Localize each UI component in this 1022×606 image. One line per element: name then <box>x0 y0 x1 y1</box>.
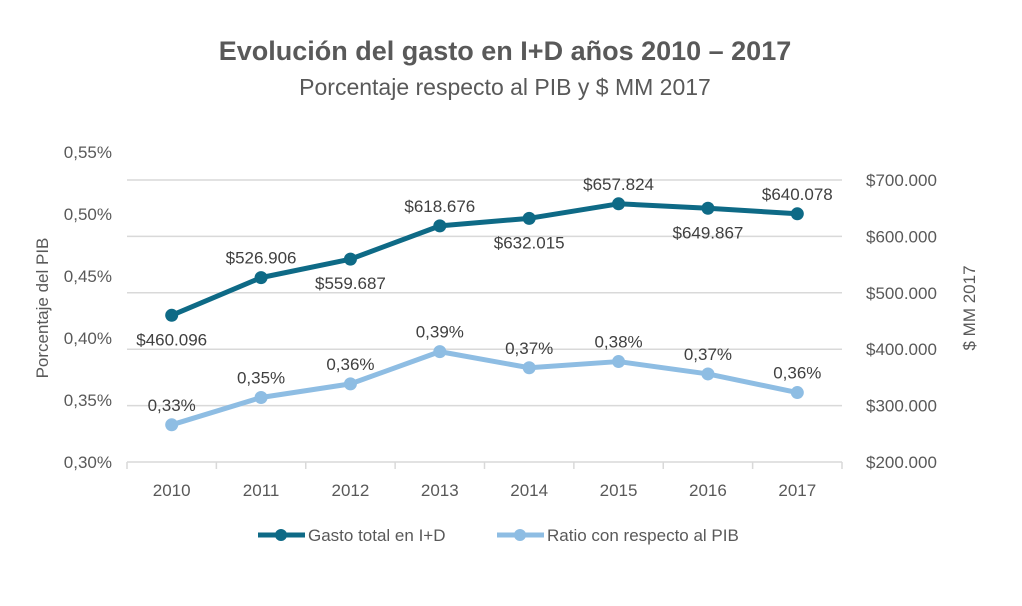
data-point <box>701 367 715 381</box>
y-left-tick-label: 0,50% <box>64 205 112 224</box>
data-label: $526.906 <box>226 249 297 268</box>
series-line-0 <box>170 201 798 318</box>
y-left-tick-label: 0,55% <box>64 143 112 162</box>
data-label: $618.676 <box>404 197 475 216</box>
data-label: 0,35% <box>237 369 285 388</box>
data-point <box>165 418 179 432</box>
y-right-tick-label: $600.000 <box>866 227 937 246</box>
x-tick-label: 2010 <box>153 481 191 500</box>
x-tick-label: 2014 <box>510 481 548 500</box>
data-point <box>433 345 447 359</box>
data-label: 0,33% <box>148 396 196 415</box>
y-left-tick-label: 0,45% <box>64 267 112 286</box>
data-label: 0,38% <box>594 333 642 352</box>
data-point <box>433 219 447 233</box>
y-axis-left: 0,30% 0,35% 0,40% 0,45% 0,50% 0,55% <box>64 143 112 472</box>
data-label: 0,37% <box>684 345 732 364</box>
data-point <box>701 201 715 215</box>
y-right-tick-label: $300.000 <box>866 397 937 416</box>
legend-label-gasto: Gasto total en I+D <box>308 526 446 545</box>
data-point <box>790 386 804 400</box>
data-point <box>612 355 626 369</box>
legend-item-ratio[interactable]: Ratio con respecto al PIB <box>497 526 739 545</box>
legend-item-gasto[interactable]: Gasto total en I+D <box>258 526 446 545</box>
data-label: 0,37% <box>505 339 553 358</box>
data-label: $632.015 <box>494 233 565 252</box>
chart-title: Evolución del gasto en I+D años 2010 – 2… <box>219 36 791 66</box>
x-tick-label: 2012 <box>332 481 370 500</box>
legend: Gasto total en I+D Ratio con respecto al… <box>258 526 739 545</box>
y-left-tick-label: 0,30% <box>64 453 112 472</box>
x-axis: 2010 2011 2012 2013 2014 2015 2016 2017 <box>126 461 843 500</box>
data-label: $460.096 <box>136 330 207 349</box>
series-group <box>165 197 804 432</box>
x-tick-label: 2013 <box>421 481 459 500</box>
y-left-tick-label: 0,35% <box>64 391 112 410</box>
y-axis-right-title: $ MM 2017 <box>960 265 979 350</box>
data-label: $640.078 <box>762 185 833 204</box>
gridlines <box>127 179 842 407</box>
data-label: $559.687 <box>315 274 386 293</box>
x-tick-label: 2017 <box>778 481 816 500</box>
data-point <box>254 391 268 405</box>
legend-swatch-marker <box>514 529 526 541</box>
data-label: $657.824 <box>583 175 654 194</box>
data-label: 0,36% <box>773 364 821 383</box>
data-label: 0,36% <box>326 355 374 374</box>
data-point <box>522 361 536 375</box>
x-tick-label: 2016 <box>689 481 727 500</box>
data-point <box>790 207 804 221</box>
x-tick-label: 2011 <box>243 481 280 500</box>
chart-subtitle: Porcentaje respecto al PIB y $ MM 2017 <box>299 74 711 100</box>
data-point <box>522 211 536 225</box>
y-right-tick-label: $200.000 <box>866 453 937 472</box>
data-point <box>343 252 357 266</box>
y-right-tick-label: $500.000 <box>866 284 937 303</box>
y-axis-right: $200.000 $300.000 $400.000 $500.000 $600.000… <box>866 171 937 472</box>
data-label: $649.867 <box>672 223 743 242</box>
x-tick-label: 2015 <box>600 481 638 500</box>
data-labels: $460.096 $526.906 $559.687 $618.676 $632.015… <box>136 175 833 415</box>
legend-label-ratio: Ratio con respecto al PIB <box>547 526 739 545</box>
data-point <box>165 308 179 322</box>
y-axis-left-title: Porcentaje del PIB <box>33 238 52 379</box>
y-right-tick-label: $400.000 <box>866 340 937 359</box>
data-point <box>343 377 357 391</box>
data-label: 0,39% <box>416 323 464 342</box>
series-line-1 <box>170 349 798 428</box>
data-point <box>254 271 268 285</box>
y-left-tick-label: 0,40% <box>64 329 112 348</box>
y-right-tick-label: $700.000 <box>866 171 937 190</box>
data-point <box>612 197 626 211</box>
legend-swatch-marker <box>275 529 287 541</box>
